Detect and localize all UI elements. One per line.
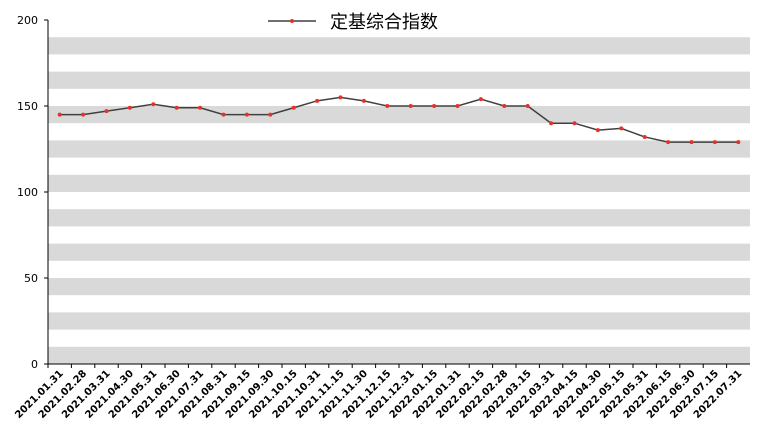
point: [666, 140, 671, 145]
point: [221, 112, 226, 117]
point: [572, 121, 577, 126]
point: [244, 112, 249, 117]
grid-band: [48, 346, 750, 364]
point: [268, 112, 273, 117]
point: [455, 104, 460, 108]
point: [689, 140, 694, 145]
line: [59, 96, 739, 143]
grid-band: [48, 37, 750, 55]
point: [619, 126, 624, 131]
point: [338, 95, 343, 100]
point: [525, 104, 530, 108]
y-tick-label: 150: [17, 100, 38, 113]
grid-band: [48, 106, 750, 124]
point: [549, 121, 554, 126]
legend-label: 定基综合指数: [330, 12, 438, 33]
grid-band: [48, 174, 750, 192]
point: [385, 104, 390, 108]
y-tick-label: 100: [17, 186, 38, 199]
point: [81, 112, 86, 117]
point: [432, 104, 437, 108]
y-tick-label: 200: [17, 14, 38, 27]
point: [291, 105, 296, 110]
point: [151, 102, 156, 107]
point: [712, 140, 717, 145]
point: [502, 104, 507, 108]
grid-band: [48, 278, 750, 296]
point: [57, 112, 62, 117]
grid-band: [48, 140, 750, 158]
point: [642, 134, 647, 139]
point: [127, 105, 132, 110]
grid-band: [48, 209, 750, 227]
grid-band: [48, 312, 750, 330]
y-tick-label: 50: [24, 272, 38, 285]
point: [104, 109, 109, 114]
point: [478, 97, 483, 102]
point: [361, 98, 366, 103]
point: [595, 128, 600, 133]
y-tick-label: 0: [31, 358, 38, 371]
legend-marker: [290, 19, 294, 23]
point: [408, 104, 413, 108]
point: [315, 98, 320, 103]
point: [174, 105, 179, 110]
grid-band: [48, 243, 750, 261]
point: [736, 140, 741, 145]
point: [198, 105, 203, 110]
grid-band: [48, 71, 750, 89]
